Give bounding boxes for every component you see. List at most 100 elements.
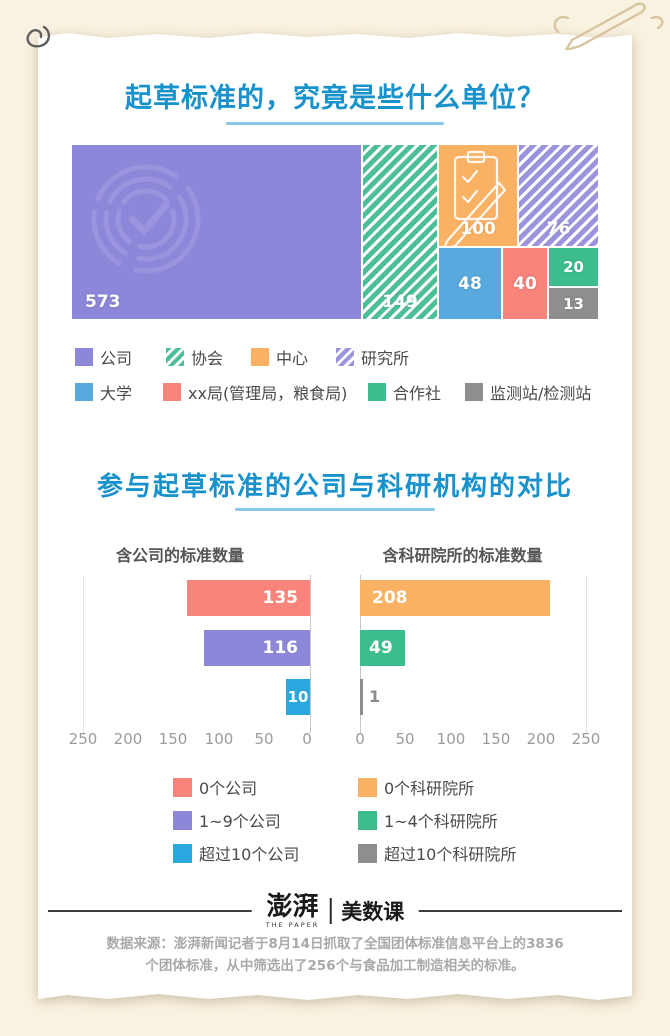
axis-line-left-zero bbox=[310, 575, 311, 733]
legend-label: 1~9个公司 bbox=[199, 812, 281, 831]
logo-divider bbox=[329, 898, 332, 924]
legend-item-10plus-institutes: 超过10个科研院所 bbox=[358, 841, 516, 865]
treemap-unit-types: 573 149 bbox=[72, 145, 598, 319]
treemap-value-station: 13 bbox=[563, 294, 584, 313]
legend-item-cooperative: 合作社 bbox=[368, 380, 441, 404]
bar-value: 10 bbox=[287, 688, 309, 706]
card-surface: 起草标准的，究竟是些什么单位？ 573 149 bbox=[38, 33, 632, 1000]
pencil-sketch-icon bbox=[553, 2, 664, 50]
bar-companies-0: 135 bbox=[187, 580, 310, 616]
logo-text-suffix: 美数课 bbox=[341, 900, 405, 924]
tick-label: 0 bbox=[302, 730, 312, 748]
tick-label: 50 bbox=[254, 730, 274, 748]
legend-swatch-center bbox=[251, 348, 269, 366]
legend-swatch bbox=[173, 843, 192, 863]
legend-swatch bbox=[358, 777, 377, 797]
treemap-value-bureau: 40 bbox=[513, 273, 537, 294]
legend-item-bureau: xx局(管理局，粮食局) bbox=[163, 380, 347, 404]
tick-label: 0 bbox=[355, 730, 365, 748]
bar-companies-1: 116 bbox=[204, 630, 310, 666]
treemap-value-association: 149 bbox=[382, 292, 418, 312]
data-source-note: 数据来源：澎湃新闻记者于8月14日抓取了全国团体标准信息平台上的3836 个团体… bbox=[38, 933, 632, 977]
tick-label: 50 bbox=[395, 730, 415, 748]
treemap-block-bureau: 40 bbox=[503, 248, 547, 319]
legend-swatch-station bbox=[465, 383, 483, 401]
legend-swatch bbox=[358, 843, 377, 863]
treemap-value-center: 100 bbox=[460, 219, 496, 239]
legend-item-institute: 研究所 bbox=[336, 345, 409, 369]
treemap-block-station: 13 bbox=[549, 288, 598, 319]
paper-card: 起草标准的，究竟是些什么单位？ 573 149 bbox=[38, 30, 632, 1002]
legend-item-station: 监测站/检测站 bbox=[465, 380, 591, 404]
legend-item-0-institutes: 0个科研院所 bbox=[358, 775, 474, 799]
legend-swatch-association bbox=[166, 348, 184, 366]
legend-label: 1~4个科研院所 bbox=[384, 812, 498, 831]
tick-label: 200 bbox=[526, 730, 556, 748]
legend-swatch-bureau bbox=[163, 383, 181, 401]
legend-swatch bbox=[173, 810, 192, 830]
legend-swatch-institute bbox=[336, 348, 354, 366]
legend-swatch-university bbox=[75, 383, 93, 401]
legend-swatch-cooperative bbox=[368, 383, 386, 401]
treemap-value-company: 573 bbox=[85, 292, 121, 312]
data-source-line2: 个团体标准，从中筛选出了256个与食品加工制造相关的标准。 bbox=[145, 958, 525, 974]
treemap-block-university: 48 bbox=[439, 248, 501, 319]
tick-label: 250 bbox=[571, 730, 601, 748]
treemap-value-institute: 76 bbox=[546, 219, 571, 239]
treemap-value-cooperative: 20 bbox=[563, 258, 584, 276]
legend-swatch-company bbox=[75, 348, 93, 366]
tick-label: 200 bbox=[113, 730, 143, 748]
logo-text-cn: 澎湃 bbox=[266, 891, 319, 922]
logo-cn-block: 澎湃 THE PAPER bbox=[266, 894, 320, 929]
axis-line-left-outer bbox=[83, 575, 84, 733]
institutes-chart-title: 含科研院所的标准数量 bbox=[382, 546, 543, 565]
legend-item-0-companies: 0个公司 bbox=[173, 775, 257, 799]
bar-value-outside: 1 bbox=[369, 687, 381, 706]
legend-label-institute: 研究所 bbox=[361, 349, 410, 368]
bar-value: 135 bbox=[262, 588, 299, 608]
legend-label: 0个公司 bbox=[199, 779, 258, 798]
title-underline-1 bbox=[226, 122, 444, 125]
treemap-block-association: 149 bbox=[363, 145, 437, 319]
treemap-block-center: 100 bbox=[439, 145, 517, 246]
legend-label-cooperative: 合作社 bbox=[393, 384, 442, 403]
legend-item-1-9-companies: 1~9个公司 bbox=[173, 808, 281, 832]
treemap-value-university: 48 bbox=[458, 273, 482, 294]
legend-item-1-4-institutes: 1~4个科研院所 bbox=[358, 808, 498, 832]
legend-swatch bbox=[358, 810, 377, 830]
bar-companies-2: 10 bbox=[286, 679, 310, 715]
treemap-block-company: 573 bbox=[72, 145, 361, 319]
bar-institutes-1: 49 bbox=[360, 630, 405, 666]
bar-value: 116 bbox=[262, 638, 299, 658]
legend-label: 0个科研院所 bbox=[384, 779, 475, 798]
thepaper-logo: 澎湃 THE PAPER 美数课 bbox=[251, 886, 419, 936]
bar-value: 208 bbox=[372, 588, 408, 608]
tick-label: 100 bbox=[436, 730, 466, 748]
title-underline-2 bbox=[235, 508, 435, 511]
legend-label-bureau: xx局(管理局，粮食局) bbox=[188, 384, 348, 403]
hook-doodle-icon bbox=[26, 25, 51, 48]
legend-label-association: 协会 bbox=[191, 349, 224, 368]
legend-label-university: 大学 bbox=[100, 384, 133, 403]
fingerprint-watermark-icon bbox=[91, 164, 201, 274]
axis-line-right-outer bbox=[586, 575, 587, 733]
data-source-line1: 数据来源：澎湃新闻记者于8月14日抓取了全国团体标准信息平台上的3836 bbox=[106, 936, 564, 952]
checklist-pencil-doodle-icon bbox=[442, 150, 507, 246]
treemap-block-cooperative: 20 bbox=[549, 248, 598, 286]
legend-label-center: 中心 bbox=[276, 349, 309, 368]
legend-item-center: 中心 bbox=[251, 345, 308, 369]
legend-item-company: 公司 bbox=[75, 345, 132, 369]
bar-institutes-2 bbox=[360, 679, 363, 715]
tick-label: 100 bbox=[204, 730, 234, 748]
treemap-block-institute: 76 bbox=[519, 145, 598, 246]
legend-label-station: 监测站/检测站 bbox=[490, 384, 592, 403]
legend-item-10plus-companies: 超过10个公司 bbox=[173, 841, 299, 865]
section2-title: 参与起草标准的公司与科研机构的对比 bbox=[96, 472, 573, 502]
bar-value: 49 bbox=[369, 638, 393, 658]
legend-label: 超过10个科研院所 bbox=[384, 845, 517, 864]
legend-item-university: 大学 bbox=[75, 380, 132, 404]
legend-swatch bbox=[173, 777, 192, 797]
legend-label-company: 公司 bbox=[100, 349, 133, 368]
logo-text-en: THE PAPER bbox=[265, 920, 320, 929]
